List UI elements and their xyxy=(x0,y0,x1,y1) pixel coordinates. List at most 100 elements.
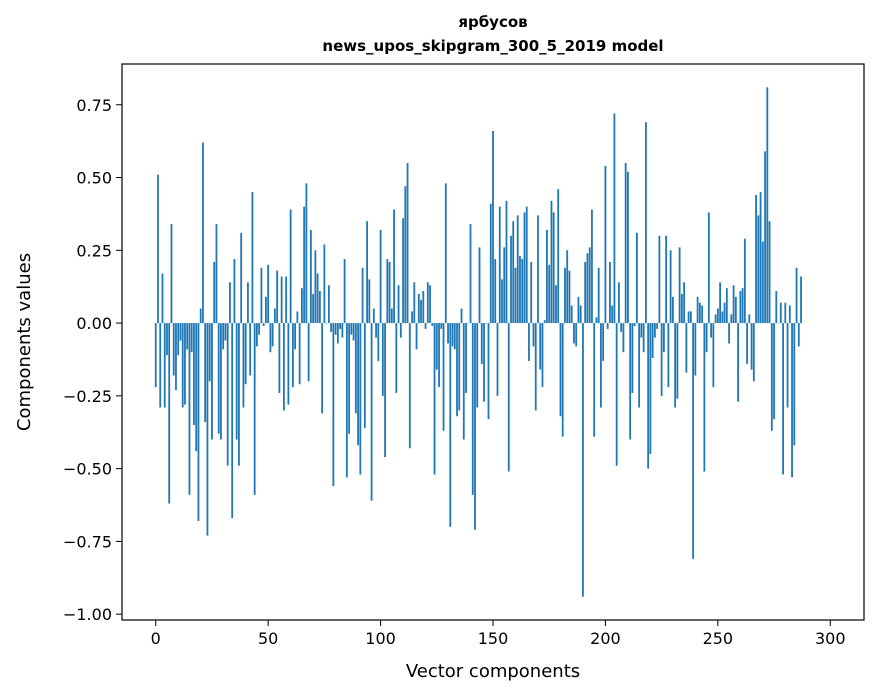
bar-254 xyxy=(725,288,728,324)
bar-251 xyxy=(719,282,721,324)
bar-102 xyxy=(384,323,386,457)
x-tick-label: 200 xyxy=(590,629,621,648)
y-axis-ticks: −1.00 −0.75 −0.50 −0.25 0.00 0.25 0.50 0.75 xyxy=(63,96,122,624)
bar-245 xyxy=(705,323,708,353)
bar-112 xyxy=(406,162,409,324)
bar-24 xyxy=(208,323,211,382)
bar-167 xyxy=(530,261,533,324)
bar-84 xyxy=(343,259,346,324)
x-tick-label: 150 xyxy=(478,629,509,648)
bar-1 xyxy=(157,174,159,324)
bar-269 xyxy=(759,192,762,324)
bar-59 xyxy=(287,323,290,405)
y-tick-label: −1.00 xyxy=(63,605,112,624)
bar-116 xyxy=(415,323,418,350)
bar-266 xyxy=(752,323,755,382)
bar-155 xyxy=(503,247,506,324)
bar-235 xyxy=(683,282,686,324)
bar-110 xyxy=(402,218,404,324)
bar-194 xyxy=(591,209,593,324)
bar-127 xyxy=(440,323,443,329)
bar-221 xyxy=(651,323,654,359)
bar-162 xyxy=(519,256,521,324)
bar-192 xyxy=(586,253,589,324)
bar-78 xyxy=(330,323,333,332)
bar-89 xyxy=(354,323,357,414)
bar-2 xyxy=(159,323,162,408)
bar-19 xyxy=(197,323,200,522)
bar-181 xyxy=(561,323,564,437)
bar-206 xyxy=(618,282,620,324)
bar-104 xyxy=(388,261,391,324)
bar-91 xyxy=(359,323,362,475)
bar-229 xyxy=(669,250,672,324)
bar-98 xyxy=(375,323,377,338)
bar-161 xyxy=(516,215,519,324)
bar-28 xyxy=(217,323,220,434)
bar-284 xyxy=(793,323,796,446)
bar-214 xyxy=(636,232,638,324)
bar-129 xyxy=(444,183,447,324)
bar-45 xyxy=(256,323,258,347)
bar-164 xyxy=(523,212,526,324)
bar-220 xyxy=(649,323,652,455)
bar-255 xyxy=(728,323,730,344)
y-tick-label: 0.25 xyxy=(76,241,112,260)
bar-134 xyxy=(456,323,458,417)
bar-73 xyxy=(318,291,321,324)
bar-171 xyxy=(539,323,542,370)
bar-240 xyxy=(694,323,697,376)
bar-250 xyxy=(716,308,719,324)
bar-90 xyxy=(357,323,359,446)
bar-51 xyxy=(269,323,272,353)
bar-174 xyxy=(546,229,548,324)
bar-62 xyxy=(294,323,297,350)
bar-178 xyxy=(555,285,557,324)
bar-140 xyxy=(469,224,472,324)
bar-150 xyxy=(492,130,494,324)
bar-122 xyxy=(429,285,431,324)
bar-212 xyxy=(631,323,634,393)
bar-215 xyxy=(638,323,641,408)
bar-234 xyxy=(680,293,683,324)
bar-54 xyxy=(276,270,279,324)
bar-157 xyxy=(507,323,510,472)
bar-17 xyxy=(193,323,195,425)
x-tick-label: 50 xyxy=(258,629,278,648)
bar-187 xyxy=(575,323,578,347)
bar-64 xyxy=(298,323,301,385)
bar-222 xyxy=(653,323,656,338)
bar-141 xyxy=(471,323,474,495)
bar-276 xyxy=(775,291,778,324)
bar-120 xyxy=(424,323,427,329)
bar-268 xyxy=(757,215,760,324)
bar-47 xyxy=(260,267,263,324)
bar-239 xyxy=(692,323,695,559)
bar-36 xyxy=(235,323,238,440)
bar-225 xyxy=(660,323,663,396)
bar-9 xyxy=(175,323,177,391)
bar-243 xyxy=(701,305,704,324)
bar-15 xyxy=(188,323,191,495)
bar-6 xyxy=(168,323,171,504)
bar-124 xyxy=(433,323,436,475)
bar-204 xyxy=(613,113,616,324)
bar-105 xyxy=(390,308,393,324)
bar-121 xyxy=(426,282,429,324)
bar-70 xyxy=(312,293,315,324)
bar-13 xyxy=(184,323,186,405)
bar-131 xyxy=(449,323,452,527)
bar-3 xyxy=(161,273,164,324)
bar-21 xyxy=(202,142,204,324)
bar-11 xyxy=(179,323,182,341)
bar-8 xyxy=(172,323,175,376)
bar-74 xyxy=(321,323,324,414)
bar-40 xyxy=(244,323,247,385)
bar-231 xyxy=(674,323,677,408)
bar-158 xyxy=(510,235,512,324)
bar-146 xyxy=(483,323,485,402)
y-tick-label: 0.00 xyxy=(76,314,112,333)
bar-106 xyxy=(393,209,395,324)
bar-48 xyxy=(262,323,265,326)
bar-274 xyxy=(770,323,773,431)
